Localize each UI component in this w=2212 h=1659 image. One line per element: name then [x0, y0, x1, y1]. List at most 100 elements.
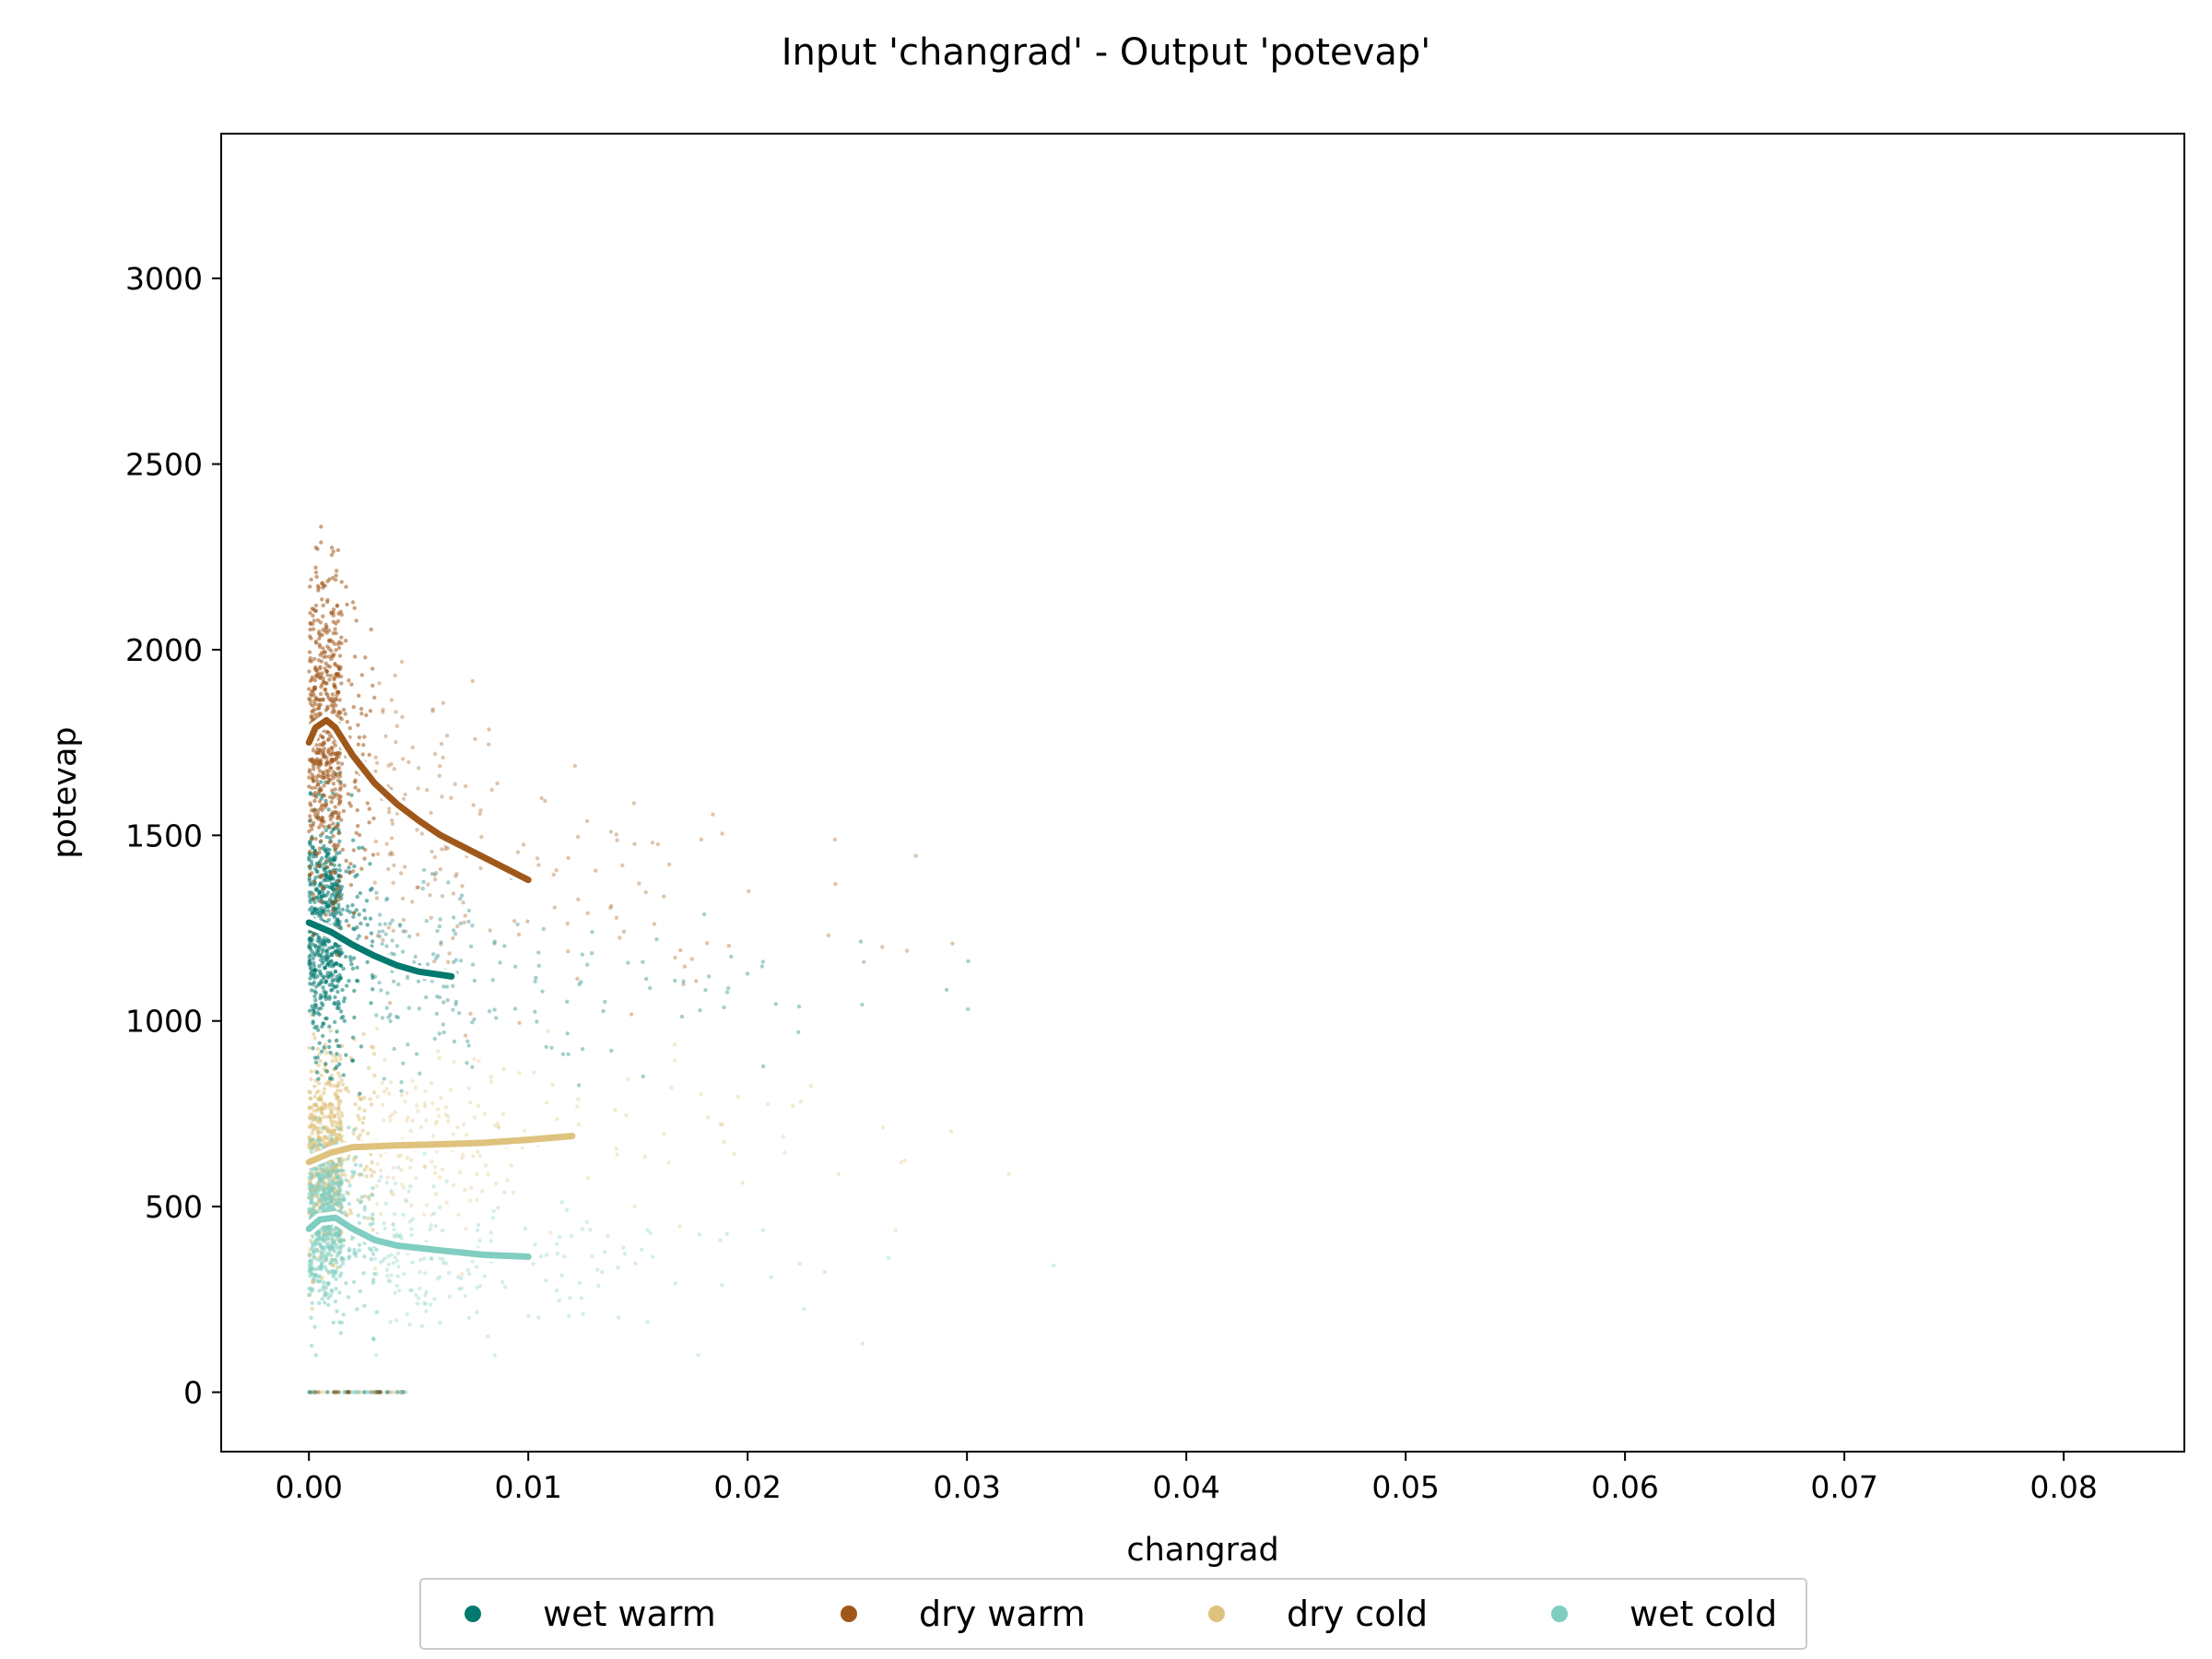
data-point	[392, 1046, 396, 1052]
data-point	[822, 1270, 828, 1275]
x-tick-label: 0.04	[1152, 1469, 1219, 1505]
data-point	[310, 982, 315, 987]
data-point	[566, 949, 571, 954]
data-point	[437, 773, 441, 778]
data-point	[409, 1203, 414, 1207]
data-point	[324, 979, 328, 984]
data-point	[315, 870, 320, 875]
data-point	[368, 1097, 372, 1101]
data-point	[330, 1185, 335, 1190]
data-point	[424, 919, 429, 924]
data-point	[358, 1200, 363, 1205]
data-point	[347, 865, 351, 870]
data-point	[325, 1253, 330, 1257]
data-point	[496, 1206, 500, 1210]
data-point	[323, 877, 328, 881]
data-point	[826, 933, 831, 938]
data-point	[335, 1071, 341, 1076]
data-point	[324, 948, 329, 953]
data-point	[666, 1160, 671, 1165]
data-point	[354, 618, 359, 623]
data-point	[651, 1254, 655, 1259]
data-point	[392, 952, 396, 957]
data-point	[321, 816, 325, 820]
data-point	[328, 778, 333, 782]
data-point	[425, 962, 430, 967]
data-point	[310, 905, 314, 910]
data-point	[377, 912, 382, 917]
data-point	[405, 975, 410, 981]
data-point	[324, 762, 328, 768]
data-point	[311, 764, 316, 769]
data-point	[319, 894, 324, 899]
data-point	[460, 1272, 465, 1277]
data-point	[893, 1228, 898, 1233]
data-point	[330, 575, 335, 581]
data-point	[400, 896, 406, 901]
data-point	[416, 1109, 420, 1113]
data-point	[349, 961, 354, 967]
data-point	[672, 1058, 677, 1063]
data-point	[381, 707, 385, 712]
data-point	[389, 850, 394, 855]
data-point	[308, 1115, 312, 1120]
data-point	[321, 679, 326, 684]
data-point	[477, 1239, 482, 1243]
data-point	[312, 686, 318, 691]
data-point	[312, 866, 318, 871]
data-point	[309, 636, 313, 641]
data-point	[338, 1135, 343, 1141]
data-point	[418, 1270, 422, 1275]
data-point	[347, 1254, 352, 1259]
data-point	[416, 885, 420, 889]
data-point	[401, 1061, 406, 1065]
data-point	[371, 1337, 376, 1342]
data-point	[324, 669, 329, 674]
data-point	[371, 987, 375, 992]
data-point	[724, 1231, 729, 1237]
data-point	[329, 611, 334, 616]
data-point	[399, 659, 405, 665]
data-point	[336, 910, 342, 914]
data-point	[317, 675, 323, 680]
data-point	[642, 1155, 647, 1159]
data-point	[325, 1114, 330, 1119]
data-point	[387, 852, 393, 857]
data-point	[308, 865, 312, 869]
legend-label: wet warm	[543, 1594, 716, 1634]
data-point	[335, 1088, 340, 1093]
data-point	[371, 975, 375, 981]
data-point	[350, 1035, 356, 1040]
data-point	[321, 947, 325, 952]
data-point	[718, 1238, 723, 1242]
data-point	[368, 862, 372, 866]
data-point	[463, 913, 467, 918]
data-point	[328, 836, 333, 841]
x-tick-label: 0.03	[933, 1469, 1000, 1505]
data-point	[456, 1011, 462, 1016]
data-point	[641, 1074, 645, 1079]
data-point	[348, 958, 353, 963]
data-point	[325, 1282, 330, 1288]
data-point	[318, 1059, 323, 1064]
data-point	[331, 1244, 335, 1250]
data-point	[616, 1315, 621, 1320]
data-point	[388, 1018, 393, 1024]
data-point	[466, 919, 471, 924]
data-point	[332, 1390, 337, 1394]
data-point	[321, 1125, 325, 1131]
data-point	[357, 1242, 362, 1247]
data-point	[904, 948, 910, 953]
data-point	[796, 1004, 802, 1009]
data-point	[470, 1020, 475, 1025]
data-point	[352, 1015, 357, 1020]
data-point	[334, 900, 338, 904]
data-point	[365, 923, 370, 927]
data-point	[318, 996, 323, 1001]
data-point	[328, 1107, 333, 1112]
data-point	[447, 1271, 452, 1276]
data-point	[468, 1185, 474, 1191]
data-point	[475, 1310, 479, 1314]
data-point	[345, 908, 349, 912]
data-point	[387, 1091, 392, 1096]
